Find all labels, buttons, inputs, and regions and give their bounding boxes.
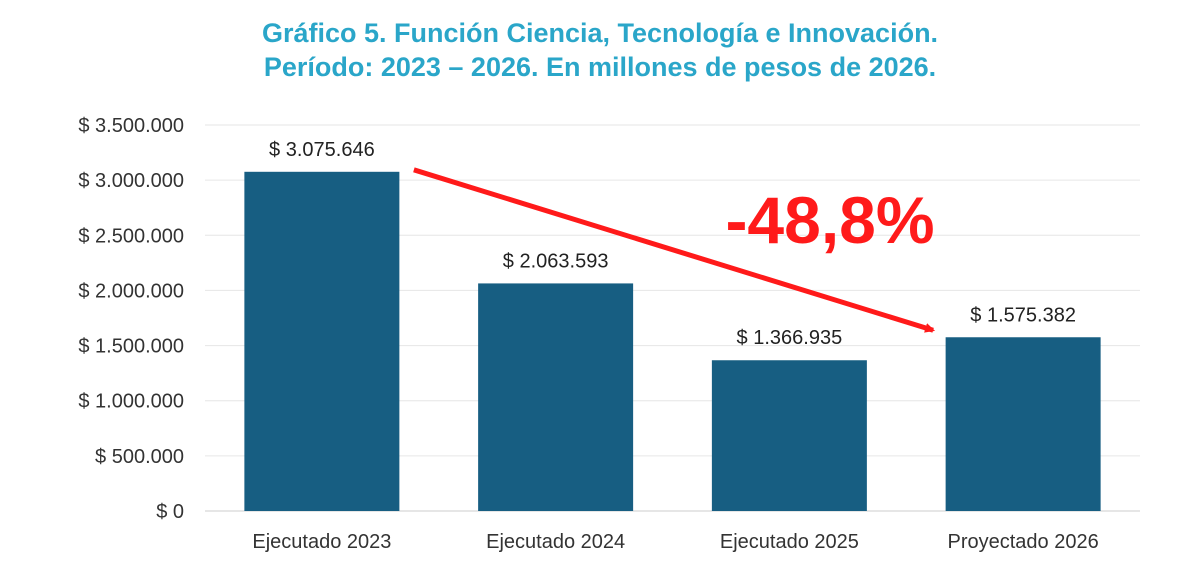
bar [244, 171, 400, 512]
change-annotation: -48,8% [725, 183, 934, 257]
y-tick-label: $ 500.000 [95, 446, 184, 468]
data-label: $ 3.075.646 [269, 139, 375, 161]
chart-title: Gráfico 5. Función Ciencia, Tecnología e… [261, 18, 939, 48]
data-label: $ 1.366.935 [737, 327, 843, 349]
y-tick-label: $ 3.500.000 [78, 115, 184, 137]
data-label: $ 2.063.593 [503, 250, 609, 272]
y-tick-label: $ 3.000.000 [78, 170, 184, 192]
bar [711, 360, 867, 511]
y-tick-label: $ 1.500.000 [78, 336, 184, 358]
y-tick-label: $ 2.000.000 [78, 280, 184, 302]
change-arrow [413, 167, 936, 333]
bar [478, 283, 634, 511]
y-tick-label: $ 2.500.000 [78, 225, 184, 247]
data-label: $ 1.575.382 [970, 304, 1076, 326]
x-category-label: Ejecutado 2025 [720, 531, 859, 553]
x-category-label: Ejecutado 2023 [252, 531, 391, 553]
x-category-label: Ejecutado 2024 [486, 531, 625, 553]
y-tick-label: $ 0 [156, 501, 184, 523]
y-tick-label: $ 1.000.000 [78, 391, 184, 413]
x-category-label: Proyectado 2026 [948, 531, 1099, 553]
chart-subtitle: Período: 2023 – 2026. En millones de pes… [263, 52, 937, 82]
bar [945, 337, 1101, 511]
